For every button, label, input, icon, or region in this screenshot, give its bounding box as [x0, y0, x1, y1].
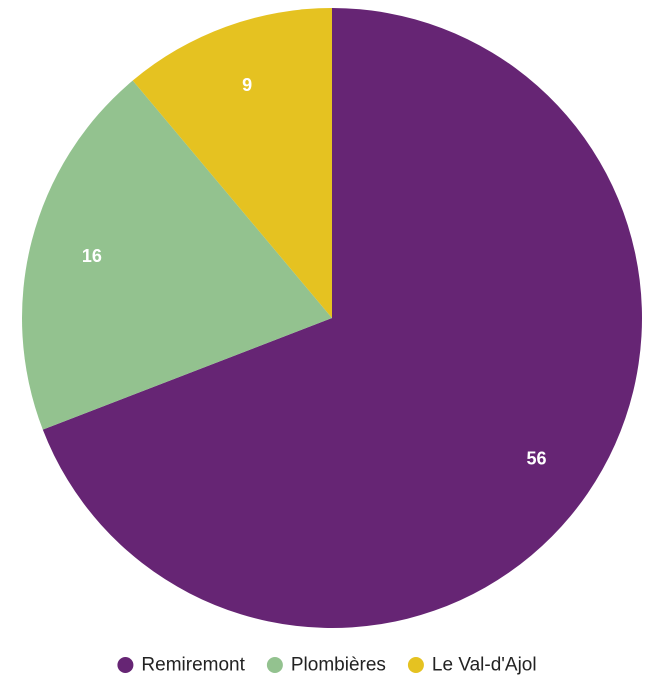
- legend: Remiremont Plombières Le Val-d'Ajol: [117, 655, 537, 676]
- legend-item-remiremont: Remiremont: [117, 655, 246, 676]
- data-label-remiremont: 56: [527, 448, 547, 468]
- pie-slices: [21, 8, 643, 628]
- data-label-le-val-d-ajol: 9: [242, 75, 252, 95]
- legend-item-plombieres: Plombières: [266, 655, 386, 676]
- slice-labels: 56 16 9: [82, 75, 547, 468]
- legend-label: Le Val-d'Ajol: [432, 655, 537, 676]
- legend-label: Remiremont: [141, 655, 245, 676]
- legend-marker: [266, 657, 283, 673]
- pie-slice-le-val-d-ajol: [132, 8, 332, 318]
- legend-marker: [407, 657, 424, 673]
- legend-label: Plombières: [291, 655, 386, 676]
- pie-slice-plombieres: [21, 80, 332, 430]
- legend-item-le-val-d-ajol: Le Val-d'Ajol: [407, 655, 537, 676]
- legend-marker: [117, 657, 134, 673]
- data-label-plombieres: 16: [82, 246, 102, 266]
- pie-slice-remiremont: [42, 8, 643, 628]
